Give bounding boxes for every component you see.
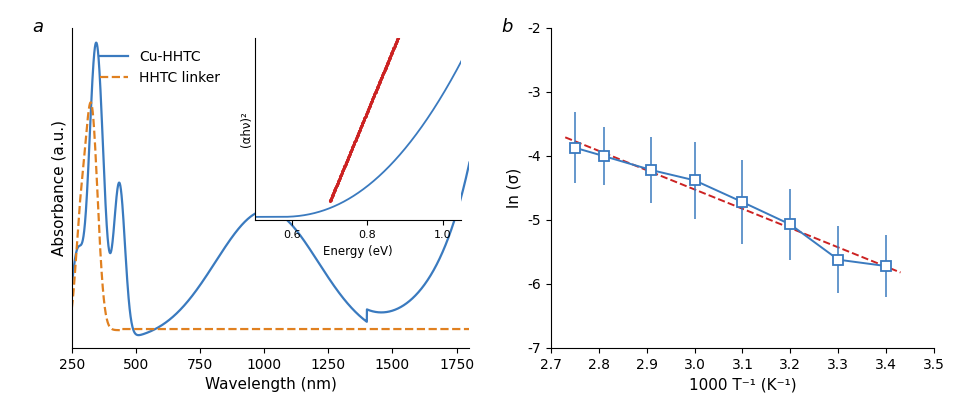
HHTC linker — [135, 327, 147, 332]
Cu-HHTC — [464, 160, 475, 165]
Cu-HHTC — [135, 332, 147, 337]
Text: b: b — [501, 18, 513, 36]
Legend: Cu-HHTC, HHTC linker: Cu-HHTC, HHTC linker — [95, 44, 226, 91]
HHTC linker — [115, 328, 126, 332]
Cu-HHTC — [111, 188, 123, 192]
HHTC linker — [85, 100, 97, 105]
HHTC linker — [413, 327, 424, 332]
X-axis label: 1000 T⁻¹ (K⁻¹): 1000 T⁻¹ (K⁻¹) — [689, 377, 796, 392]
Cu-HHTC — [218, 246, 230, 250]
Line: Cu-HHTC: Cu-HHTC — [72, 43, 469, 335]
HHTC linker — [111, 328, 123, 332]
HHTC linker — [218, 327, 230, 332]
Cu-HHTC — [456, 192, 468, 197]
HHTC linker — [236, 327, 247, 332]
HHTC linker — [464, 327, 475, 332]
HHTC linker — [66, 306, 78, 310]
X-axis label: Wavelength (nm): Wavelength (nm) — [205, 377, 336, 392]
HHTC linker — [456, 327, 468, 332]
Y-axis label: Absorbance (a.u.): Absorbance (a.u.) — [52, 120, 66, 256]
Cu-HHTC — [66, 283, 78, 288]
Cu-HHTC — [133, 333, 145, 338]
Line: HHTC linker: HHTC linker — [72, 102, 469, 330]
Cu-HHTC — [413, 289, 424, 294]
Text: a: a — [32, 18, 43, 36]
Cu-HHTC — [236, 222, 247, 227]
Cu-HHTC — [90, 40, 102, 45]
Y-axis label: ln (σ): ln (σ) — [507, 168, 522, 208]
